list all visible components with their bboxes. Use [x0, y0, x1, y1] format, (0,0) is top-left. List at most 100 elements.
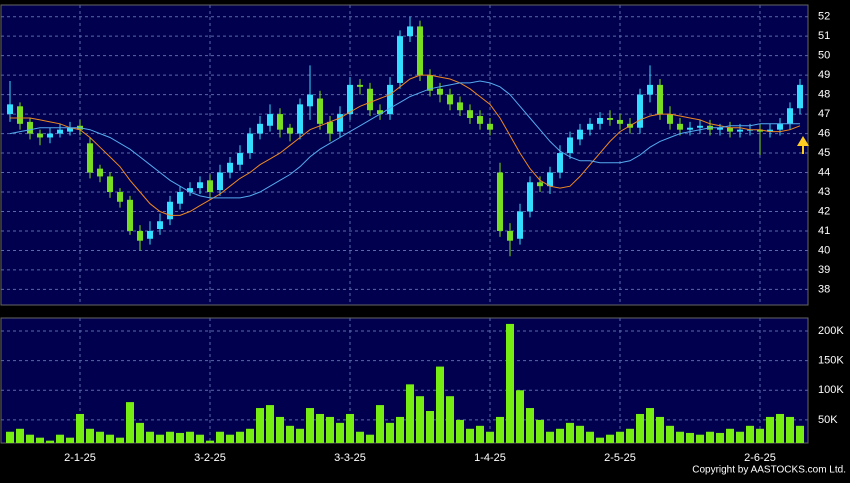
- volume-bar: [456, 419, 464, 443]
- volume-tick-label: 150K: [818, 355, 844, 367]
- arrow-icon: [797, 136, 809, 154]
- candle-body: [227, 162, 233, 173]
- volume-bar: [396, 416, 404, 443]
- candle-body: [197, 182, 203, 189]
- x-tick-label: 3-2-25: [194, 452, 226, 464]
- y-tick-label: 39: [818, 264, 830, 276]
- x-tick-label: 3-3-25: [334, 452, 366, 464]
- volume-bar: [536, 419, 544, 443]
- candle-body: [247, 133, 253, 154]
- y-tick-label: 42: [818, 205, 830, 217]
- volume-bar: [306, 408, 314, 443]
- candle-body: [557, 153, 563, 173]
- candle-body: [437, 88, 443, 95]
- candle-body: [287, 127, 293, 134]
- candle-body: [37, 133, 43, 138]
- volume-bar: [106, 434, 114, 443]
- candle-body: [347, 84, 353, 115]
- candle-body: [137, 230, 143, 241]
- candle-body: [687, 127, 693, 130]
- y-tick-label: 52: [818, 11, 830, 23]
- volume-bar: [46, 440, 54, 443]
- candle-body: [607, 117, 613, 120]
- candle-body: [167, 201, 173, 220]
- candle-body: [357, 84, 363, 87]
- volume-bar: [566, 422, 574, 443]
- volume-bar: [316, 413, 324, 443]
- candle-body: [547, 172, 553, 187]
- volume-bar: [146, 431, 154, 443]
- volume-bar: [26, 434, 34, 443]
- volume-bar: [636, 413, 644, 443]
- candle-body: [157, 221, 163, 230]
- volume-tick-label: 200K: [818, 325, 844, 337]
- volume-bar: [86, 428, 94, 443]
- candle-body: [657, 84, 663, 115]
- candle-body: [587, 123, 593, 130]
- candle-body: [317, 98, 323, 124]
- volume-bar: [486, 431, 494, 443]
- candle-body: [617, 119, 623, 124]
- volume-bar: [496, 416, 504, 443]
- volume-bar: [176, 432, 184, 443]
- moving-average-line: [9, 80, 800, 199]
- candle-body: [527, 182, 533, 212]
- candle-body: [597, 117, 603, 124]
- volume-bar: [626, 428, 634, 443]
- y-tick-label: 38: [818, 283, 830, 295]
- volume-bar: [476, 425, 484, 443]
- candle-body: [7, 104, 13, 115]
- y-tick-label: 40: [818, 244, 830, 256]
- volume-bar: [466, 428, 474, 443]
- volume-bar: [246, 428, 254, 443]
- y-tick-label: 43: [818, 186, 830, 198]
- moving-average-line: [10, 74, 801, 216]
- volume-bar: [6, 431, 14, 443]
- volume-bar: [706, 431, 714, 443]
- x-tick-label: 2-1-25: [64, 452, 96, 464]
- volume-bar: [216, 431, 224, 443]
- volume-bar: [716, 432, 724, 443]
- candle-body: [737, 129, 743, 132]
- volume-bar: [126, 402, 134, 443]
- candle-body: [507, 230, 513, 241]
- volume-bar: [296, 428, 304, 443]
- grid: 38 39 40 41 42 43 44 45 46 47 48 49 50 51 52 50K 100K 150…: [1, 5, 844, 464]
- candle-body: [757, 129, 763, 132]
- volume-bar: [416, 396, 424, 443]
- candle-body: [67, 127, 73, 132]
- candle-body: [567, 137, 573, 154]
- x-tick-label: 2-6-25: [744, 452, 776, 464]
- candle-body: [717, 127, 723, 130]
- candle-body: [117, 192, 123, 202]
- candle-body: [787, 108, 793, 124]
- y-tick-label: 41: [818, 225, 830, 237]
- volume-bar: [406, 384, 414, 443]
- candle-body: [697, 125, 703, 128]
- volume-bar: [36, 437, 44, 443]
- candle-body: [577, 129, 583, 140]
- volume-bar: [526, 408, 534, 443]
- marks: [6, 16, 804, 443]
- candle-body: [637, 94, 643, 128]
- volume-bar: [66, 437, 74, 443]
- volume-bar: [746, 425, 754, 443]
- volume-bar: [786, 416, 794, 443]
- y-tick-label: 47: [818, 108, 830, 120]
- volume-bar: [556, 428, 564, 443]
- candle-body: [87, 143, 93, 173]
- candle-body: [447, 94, 453, 105]
- volume-bar: [596, 437, 604, 443]
- volume-bar: [576, 425, 584, 443]
- candle-body: [387, 84, 393, 115]
- candle-body: [677, 123, 683, 130]
- candle-body: [417, 26, 423, 76]
- volume-bar: [256, 408, 264, 443]
- volume-bar: [586, 431, 594, 443]
- volume-bar: [186, 431, 194, 443]
- candle-body: [207, 180, 213, 193]
- y-tick-label: 50: [818, 50, 830, 62]
- volume-bar: [546, 431, 554, 443]
- candle-body: [187, 188, 193, 193]
